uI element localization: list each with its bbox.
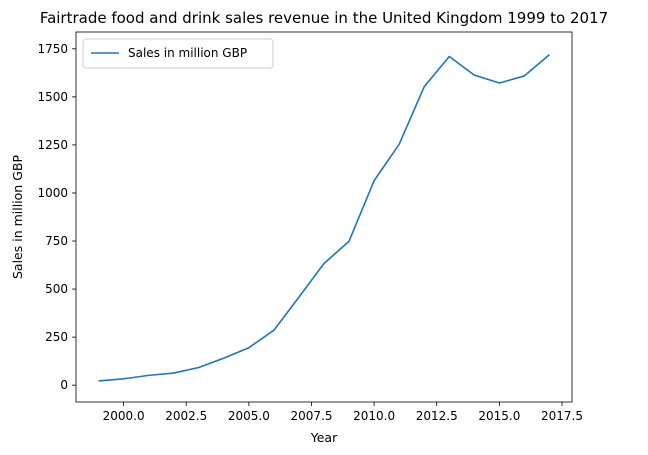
y-tick-label: 250 [45,330,68,344]
chart-title: Fairtrade food and drink sales revenue i… [40,9,608,27]
y-tick-label: 750 [45,234,68,248]
legend-label: Sales in million GBP [128,46,247,60]
y-tick-label: 500 [45,282,68,296]
y-tick-label: 0 [60,378,68,392]
y-axis: 0 250 500 750 1000 1250 1500 1750 [37,42,76,392]
y-tick-label: 1750 [37,42,68,56]
x-tick-label: 2015.0 [478,409,520,423]
plot-area [76,32,572,402]
y-axis-label: Sales in million GBP [10,155,25,279]
x-axis: 2000.0 2002.5 2005.0 2007.5 2010.0 2012.5 2015… [103,402,583,423]
y-tick-label: 1500 [37,90,68,104]
x-tick-label: 2012.5 [416,409,458,423]
x-tick-label: 2000.0 [103,409,145,423]
legend: Sales in million GBP [83,39,273,68]
x-tick-label: 2005.0 [228,409,270,423]
x-tick-label: 2017.5 [541,409,583,423]
x-tick-label: 2002.5 [165,409,207,423]
y-tick-label: 1250 [37,138,68,152]
x-tick-label: 2010.0 [353,409,395,423]
x-axis-label: Year [310,430,338,445]
x-tick-label: 2007.5 [290,409,332,423]
y-tick-label: 1000 [37,186,68,200]
